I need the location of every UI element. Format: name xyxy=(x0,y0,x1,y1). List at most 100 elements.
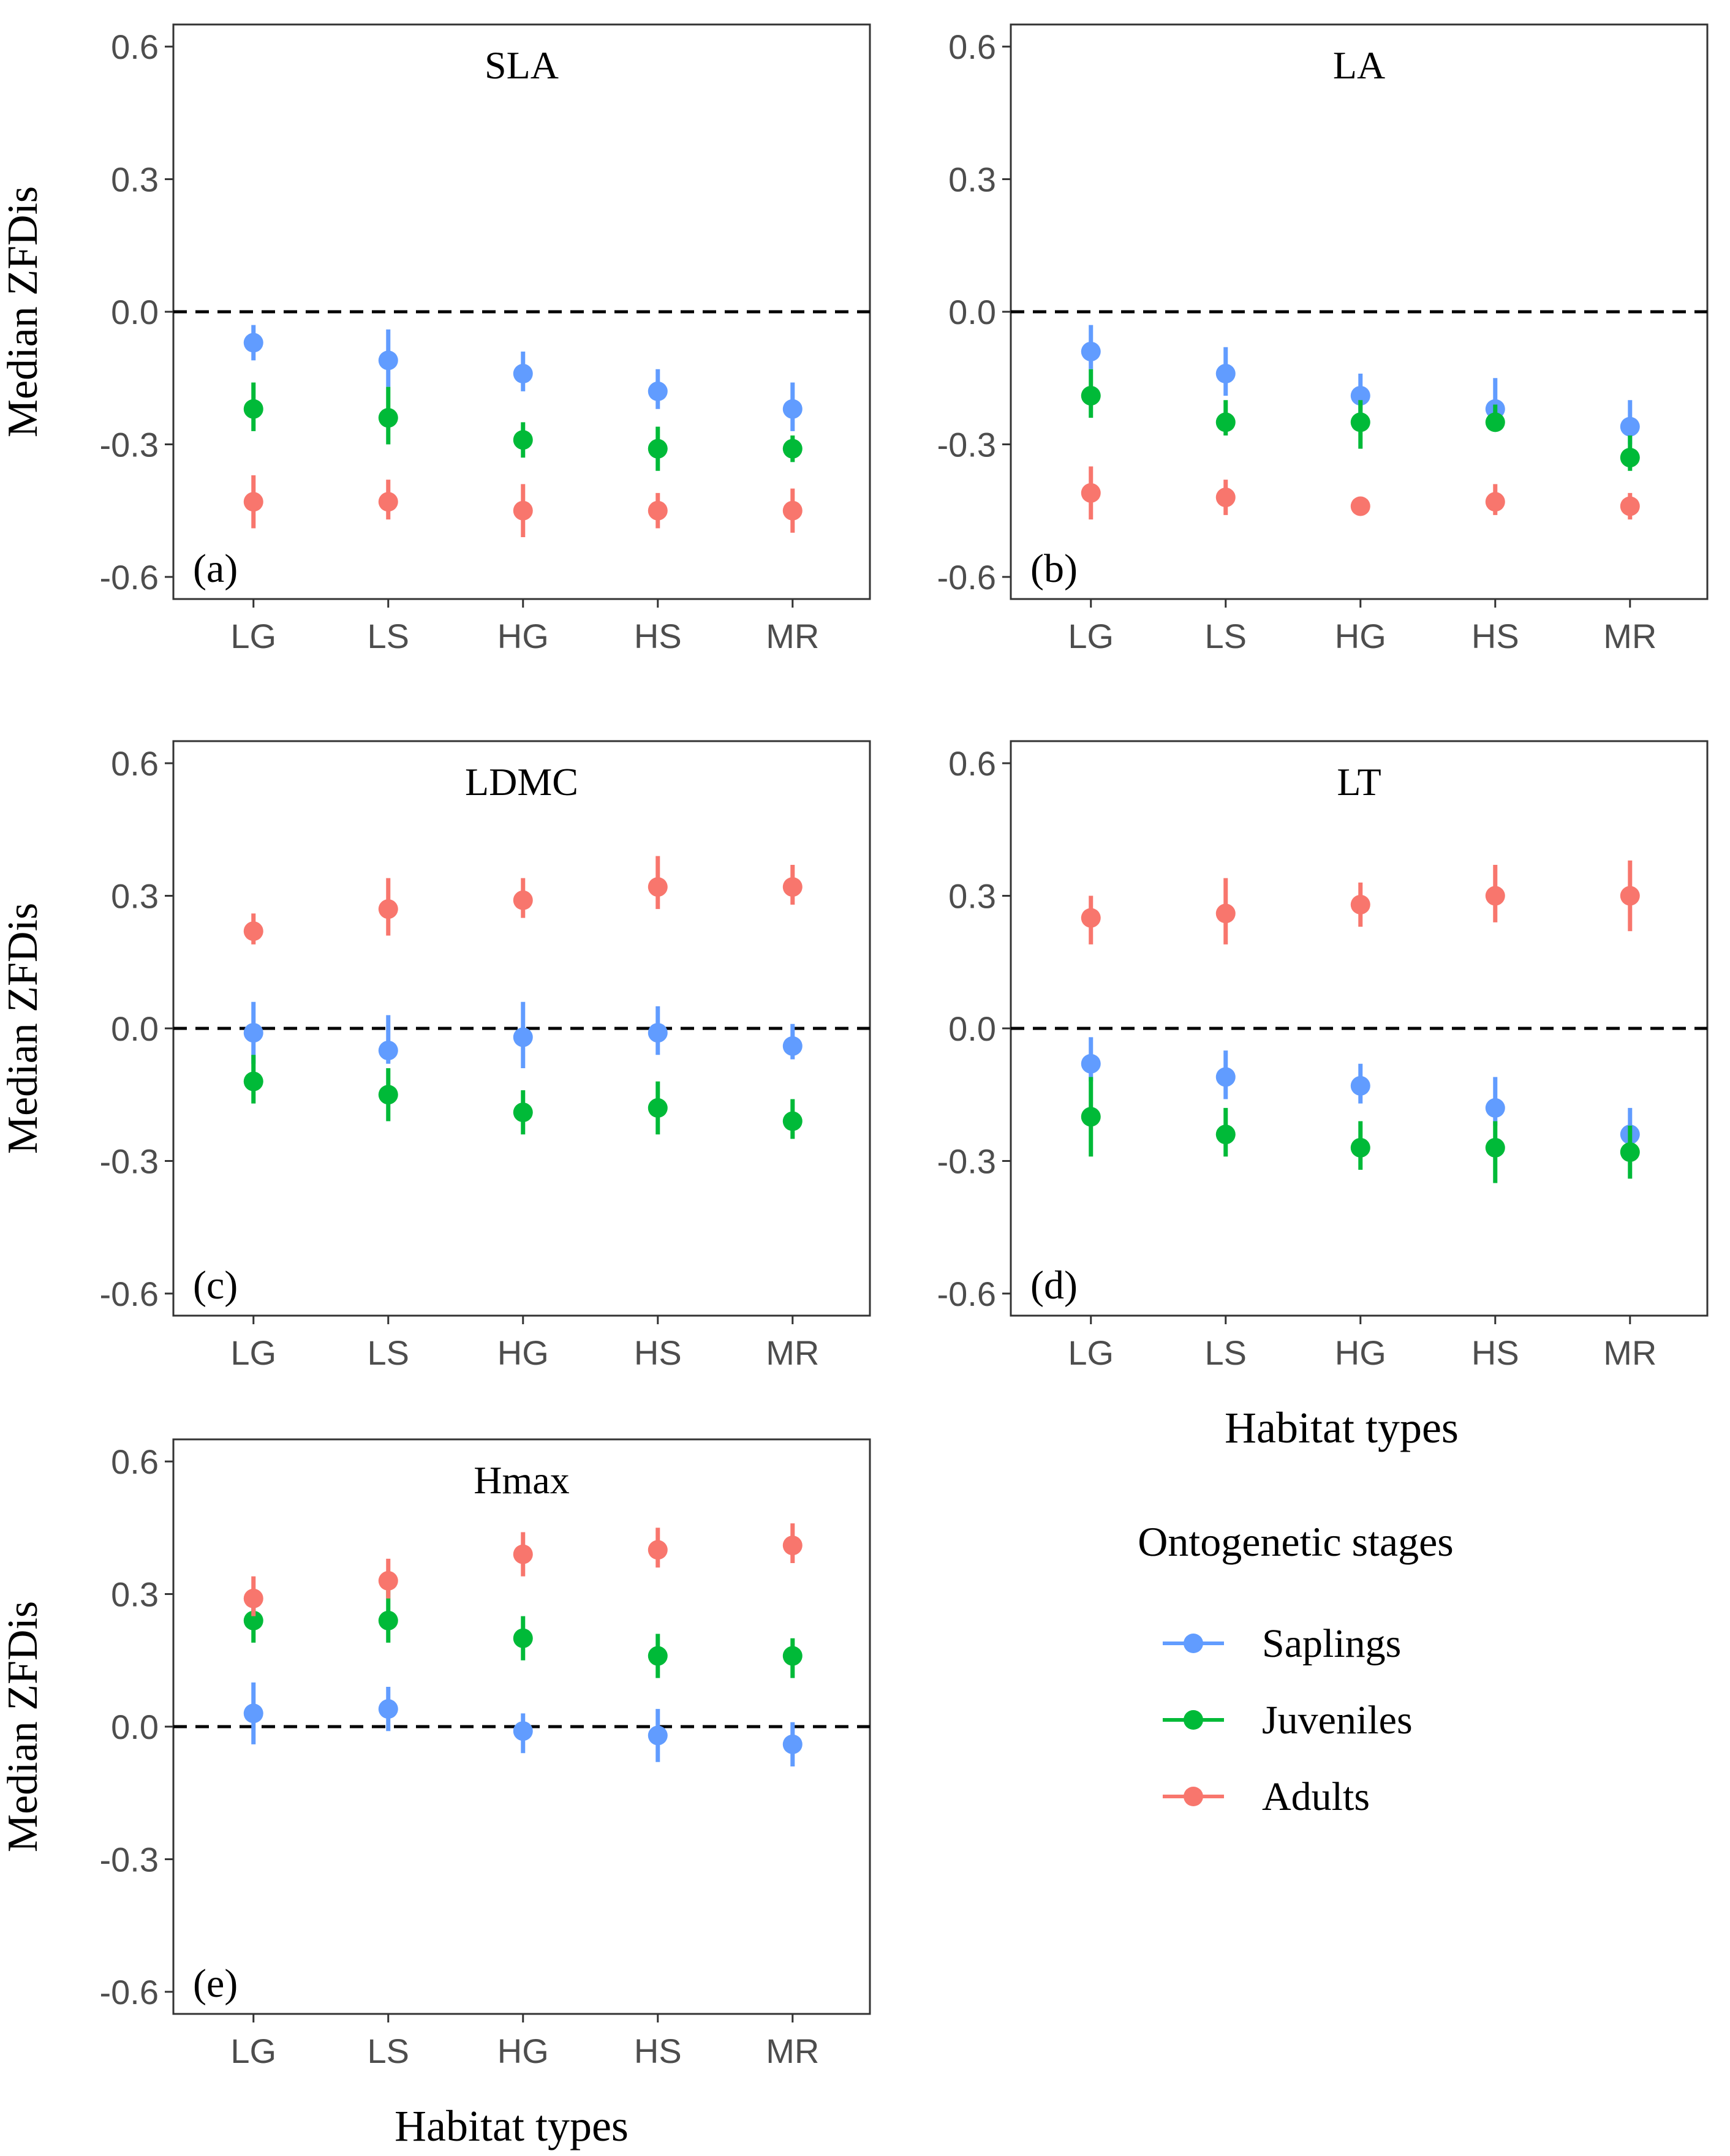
y-tick-label: 0.0 xyxy=(948,1009,996,1048)
y-axis-title: Median ZFDis xyxy=(0,186,47,437)
y-tick-label: 0.6 xyxy=(111,28,159,66)
panel-label: (d) xyxy=(1030,1263,1078,1308)
data-point xyxy=(1620,417,1640,437)
data-point xyxy=(782,1111,803,1131)
x-tick-label: LS xyxy=(368,2032,410,2070)
legend-label: Juveniles xyxy=(1262,1698,1413,1743)
x-tick-label: HG xyxy=(1335,617,1386,655)
data-point xyxy=(782,1646,803,1666)
x-tick-label: HG xyxy=(497,617,549,655)
y-tick-label: -0.3 xyxy=(937,1142,997,1180)
data-point xyxy=(1215,1067,1236,1087)
panel-label: (a) xyxy=(193,546,238,591)
series-juveniles xyxy=(1081,369,1640,471)
panel-ldmc: 0.6 0.3 0.0 -0.3 -0.6 LG LS HG HS MR LDMC (c) Median… xyxy=(0,740,871,1372)
data-point xyxy=(1485,492,1505,512)
legend-key-point xyxy=(1184,1634,1203,1653)
y-tick-label: 0.6 xyxy=(948,744,996,783)
data-point xyxy=(782,1536,803,1556)
data-point xyxy=(378,1570,398,1591)
data-point xyxy=(378,1610,398,1630)
panel-label: (e) xyxy=(193,1961,238,2006)
data-point xyxy=(1215,412,1236,432)
y-tick-label: 0.0 xyxy=(948,293,996,331)
data-point xyxy=(648,877,668,897)
data-point xyxy=(648,1098,668,1118)
panel-sla: 0.6 0.3 0.0 -0.3 -0.6 LG LS HG HS MR SLA (a) Median … xyxy=(0,23,871,655)
data-point xyxy=(1350,412,1370,432)
y-tick-label: 0.6 xyxy=(948,28,996,66)
data-point xyxy=(648,1725,668,1746)
panel-la: 0.6 0.3 0.0 -0.3 -0.6 LG LS HG HS MR LA (b) xyxy=(937,23,1709,655)
panel-label: (c) xyxy=(193,1263,238,1308)
x-tick-label: LG xyxy=(230,2032,276,2070)
data-point xyxy=(1215,364,1236,384)
y-tick-label: 0.6 xyxy=(111,744,159,783)
x-tick-label: LG xyxy=(1068,1333,1114,1372)
legend-label: Saplings xyxy=(1262,1621,1401,1666)
y-tick-label: 0.6 xyxy=(111,1442,159,1481)
x-tick-label: MR xyxy=(766,1333,819,1372)
data-point xyxy=(782,399,803,419)
data-point xyxy=(243,1071,263,1091)
data-point xyxy=(513,1628,533,1648)
series-juveniles xyxy=(243,1055,803,1139)
data-point xyxy=(378,492,398,512)
x-axis-title-bottom: Habitat types xyxy=(395,2101,629,2150)
y-tick-label: -0.3 xyxy=(100,425,159,464)
legend-item-saplings: Saplings xyxy=(1163,1621,1401,1666)
legend-items: Saplings Juveniles Adults xyxy=(1163,1621,1413,1819)
x-tick-label: HS xyxy=(634,1333,682,1372)
panel-hmax: 0.6 0.3 0.0 -0.3 -0.6 LG LS HG HS MR Hmax (e) Median… xyxy=(0,1438,871,2070)
panel-title: LDMC xyxy=(465,760,578,804)
x-tick-label: HS xyxy=(1471,1333,1519,1372)
data-point xyxy=(782,439,803,459)
x-tick-label: LS xyxy=(368,1333,410,1372)
data-point xyxy=(243,921,263,941)
series-adults xyxy=(1081,860,1640,944)
series-adults xyxy=(243,856,803,944)
data-point xyxy=(1081,386,1101,406)
y-tick-label: -0.6 xyxy=(937,558,997,597)
series-adults xyxy=(243,1523,803,1616)
data-point xyxy=(513,1102,533,1123)
x-tick-label: HG xyxy=(497,2032,549,2070)
data-point xyxy=(243,399,263,419)
y-tick-label: -0.3 xyxy=(937,425,997,464)
data-point xyxy=(648,1540,668,1560)
y-tick-label: 0.3 xyxy=(111,877,159,916)
data-point xyxy=(1215,488,1236,508)
y-tick-label: 0.0 xyxy=(111,293,159,331)
data-point xyxy=(1215,1125,1236,1145)
data-point xyxy=(513,1027,533,1047)
data-point xyxy=(648,439,668,459)
data-point xyxy=(1620,496,1640,516)
series-juveniles xyxy=(243,1589,803,1678)
x-tick-label: MR xyxy=(1603,1333,1656,1372)
series-saplings xyxy=(243,1001,803,1068)
data-point xyxy=(243,1588,263,1608)
data-point xyxy=(1081,1054,1101,1074)
y-tick-label: 0.0 xyxy=(111,1708,159,1746)
legend-item-juveniles: Juveniles xyxy=(1163,1698,1413,1743)
series-juveniles xyxy=(1081,1077,1640,1183)
panel-lt: 0.6 0.3 0.0 -0.3 -0.6 LG LS HG HS MR LT (d) xyxy=(937,740,1709,1372)
data-point xyxy=(1350,386,1370,406)
legend-item-adults: Adults xyxy=(1163,1774,1370,1819)
panels-layer: 0.6 0.3 0.0 -0.3 -0.6 LG LS HG HS MR SLA (a) Median … xyxy=(0,23,1709,2070)
panel-title: SLA xyxy=(485,43,559,87)
y-tick-label: -0.6 xyxy=(100,558,159,597)
panel-title: LT xyxy=(1337,760,1381,804)
data-point xyxy=(513,1544,533,1564)
data-point xyxy=(513,890,533,910)
legend-key-point xyxy=(1184,1787,1203,1806)
x-tick-label: LS xyxy=(1205,1333,1247,1372)
y-axis-title: Median ZFDis xyxy=(0,1601,47,1852)
data-point xyxy=(378,350,398,371)
data-point xyxy=(1081,908,1101,928)
data-point xyxy=(1081,341,1101,361)
data-point xyxy=(243,1023,263,1043)
data-point xyxy=(1620,886,1640,906)
